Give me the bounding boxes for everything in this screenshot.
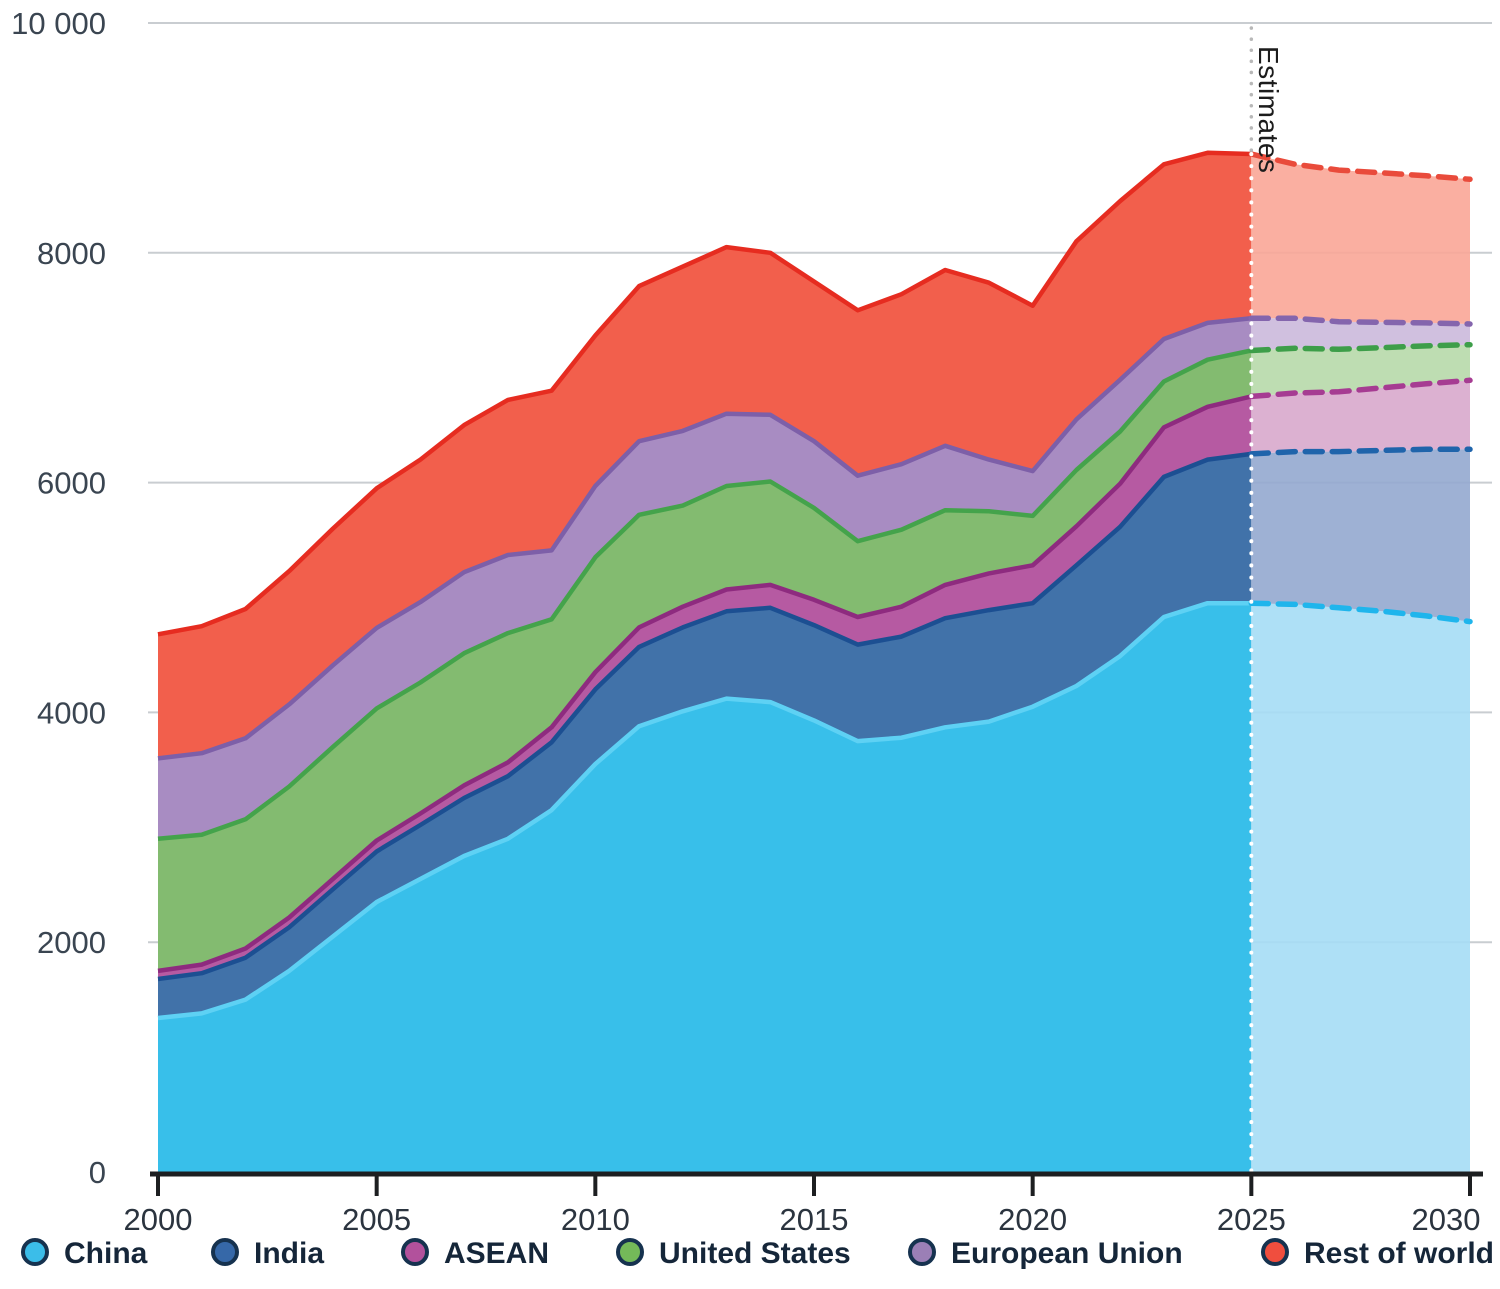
legend-dot-european-union xyxy=(908,1238,936,1266)
area-history-rest-of-world xyxy=(158,152,1252,759)
boundary-history-rest-of-world xyxy=(157,150,1252,637)
y-tick-label: 6000 xyxy=(37,466,106,501)
x-tick-label: 2015 xyxy=(780,1202,849,1237)
series-boundary-layer xyxy=(157,150,1473,1021)
legend-item-china[interactable]: China xyxy=(21,1237,148,1270)
y-tick-label: 4000 xyxy=(37,695,106,730)
legend-item-rest-of-world[interactable]: Rest of world xyxy=(1261,1237,1494,1270)
legend-dot-india xyxy=(211,1238,239,1266)
x-tick-label: 2005 xyxy=(342,1202,411,1237)
y-tick-label: 8000 xyxy=(37,236,106,271)
legend-item-asean[interactable]: ASEAN xyxy=(401,1237,549,1270)
legend-dot-asean xyxy=(401,1238,429,1266)
boundary-history-european-union xyxy=(157,316,1252,761)
boundary-estimate-india xyxy=(1248,446,1473,457)
x-tick-label: 2025 xyxy=(1217,1202,1286,1237)
area-estimate-china xyxy=(1251,603,1470,1172)
boundary-history-india xyxy=(157,451,1252,982)
legend-label: China xyxy=(64,1237,148,1270)
legend-label: ASEAN xyxy=(444,1237,549,1270)
boundary-estimate-united-states xyxy=(1248,341,1473,354)
x-tick-label: 2000 xyxy=(124,1202,193,1237)
boundary-estimate-rest-of-world xyxy=(1248,151,1473,183)
boundary-estimate-china xyxy=(1248,600,1473,625)
legend-label: Rest of world xyxy=(1304,1237,1494,1270)
legend-item-european-union[interactable]: European Union xyxy=(908,1237,1183,1270)
y-tick-label: 10 000 xyxy=(11,6,106,41)
legend-dot-china xyxy=(21,1238,49,1266)
legend-label: European Union xyxy=(951,1237,1183,1270)
area-estimate-india xyxy=(1251,449,1470,622)
legend-dot-united-states xyxy=(616,1238,644,1266)
legend-item-united-states[interactable]: United States xyxy=(616,1237,851,1270)
area-estimate-asean xyxy=(1251,380,1470,454)
x-tick-label: 2030 xyxy=(1412,1202,1481,1237)
legend-dot-rest-of-world xyxy=(1261,1238,1289,1266)
area-history-united-states xyxy=(158,350,1252,971)
axis-layer: 2000 2005 2010 2015 2020 2025 2030 0 2000 4000 600… xyxy=(11,6,1483,1237)
x-tick-label: 2020 xyxy=(998,1202,1067,1237)
y-tick-label: 2000 xyxy=(37,925,106,960)
boundary-history-asean xyxy=(157,394,1252,974)
estimates-annotation: Estimates xyxy=(1253,46,1284,173)
boundary-history-united-states xyxy=(157,348,1252,842)
boundary-history-china xyxy=(157,600,1252,1021)
area-history-india xyxy=(158,453,1252,1018)
area-estimate-european-union xyxy=(1251,318,1470,351)
legend-label: United States xyxy=(659,1237,851,1270)
area-history-china xyxy=(158,603,1252,1172)
x-tick-label: 2010 xyxy=(561,1202,630,1237)
y-tick-label: 0 xyxy=(89,1155,106,1190)
legend-item-india[interactable]: India xyxy=(211,1237,324,1270)
boundary-estimate-asean xyxy=(1248,377,1473,400)
boundary-estimate-european-union xyxy=(1248,315,1473,327)
legend: China India ASEAN United States European Uni… xyxy=(21,1237,1494,1270)
area-estimate-rest-of-world xyxy=(1251,154,1470,324)
legend-label: India xyxy=(254,1237,324,1270)
area-series-layer xyxy=(158,152,1470,1172)
